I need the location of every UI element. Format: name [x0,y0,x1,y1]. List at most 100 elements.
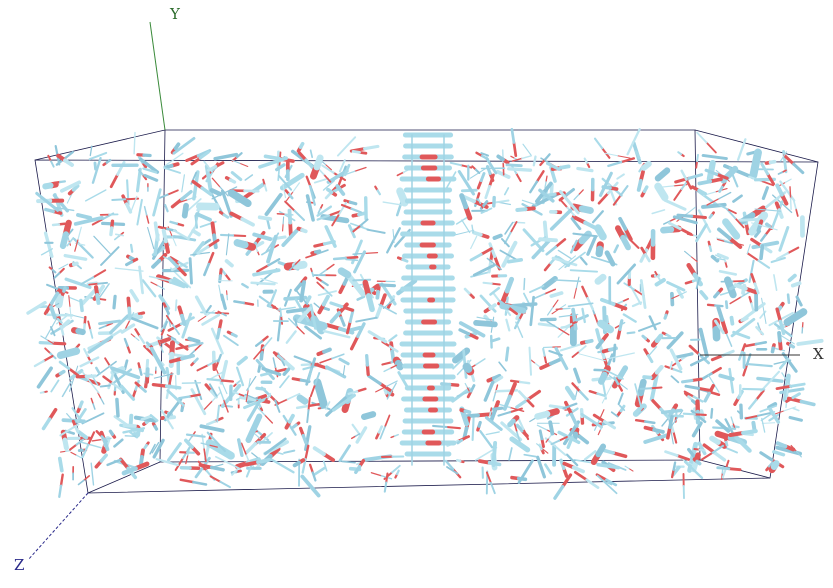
bond [300,398,305,402]
bond [133,319,158,329]
bond [791,345,794,347]
bond [315,179,328,183]
bond [295,211,304,220]
bond [295,463,299,466]
bond [791,198,792,209]
bond [601,324,610,330]
bond [774,275,777,290]
y-axis [150,22,165,130]
bond [237,243,245,245]
bond [159,227,167,229]
bond [678,215,692,216]
bond [734,196,742,202]
bond [697,155,698,161]
bond [460,330,468,334]
bond [84,476,89,480]
bond [201,312,215,313]
bond [643,336,646,338]
bond [340,446,350,461]
bond [624,315,636,322]
bond [715,293,718,297]
bond [705,393,709,401]
bond [334,258,345,259]
bond [732,318,733,324]
bond [45,348,50,353]
bond [353,425,360,435]
bond [492,411,495,420]
bond [747,244,750,253]
bond [645,435,667,442]
bond [290,416,293,422]
bond [481,174,484,181]
bond [665,315,666,318]
bond [290,211,291,223]
bond [726,442,727,445]
bond [670,218,676,221]
bond [267,195,281,214]
bond [212,467,223,469]
bond [246,444,255,453]
bond [471,254,481,260]
bond [697,462,700,464]
bond [346,257,358,258]
bond [567,190,574,195]
bond [587,341,592,342]
bond [545,154,550,159]
bond [204,401,213,410]
bond [364,414,373,417]
bond [61,351,77,355]
bond [551,359,561,363]
bond [84,349,88,356]
bond [288,309,307,312]
bond [176,144,179,148]
bond [365,253,377,254]
bond [579,346,586,352]
bond [78,331,82,332]
bond [473,415,474,440]
bond [711,368,720,373]
bond [377,306,381,317]
bond [297,406,308,408]
bond [663,230,671,231]
bond [551,185,552,194]
bond [173,199,182,207]
bond [454,230,474,235]
bond [492,284,500,285]
bond [285,214,293,215]
bond [341,318,344,326]
bond [517,209,525,210]
bond [78,215,90,218]
bond [125,436,135,437]
bond [369,376,380,384]
bond [672,294,673,305]
bond [124,425,135,426]
bond [124,469,136,474]
bond [88,321,90,329]
bond [743,389,764,390]
bond [368,230,385,233]
bond [45,186,50,187]
bond [237,381,240,384]
bond [61,475,63,486]
bond [74,264,77,265]
bond [618,156,631,158]
bond [628,332,635,333]
bond [506,348,508,360]
bond [343,366,344,375]
bond [179,397,189,399]
bond [791,384,805,386]
bond [675,354,692,358]
bond [701,292,706,298]
bond [95,163,96,169]
bond [182,316,185,324]
bond [135,329,139,336]
bond [472,225,473,232]
bond [506,320,509,331]
bond [540,239,556,240]
bond [697,133,706,143]
bond [620,219,625,229]
bond [546,176,547,182]
bond [641,388,651,389]
bond [593,211,603,222]
bond [531,297,534,325]
